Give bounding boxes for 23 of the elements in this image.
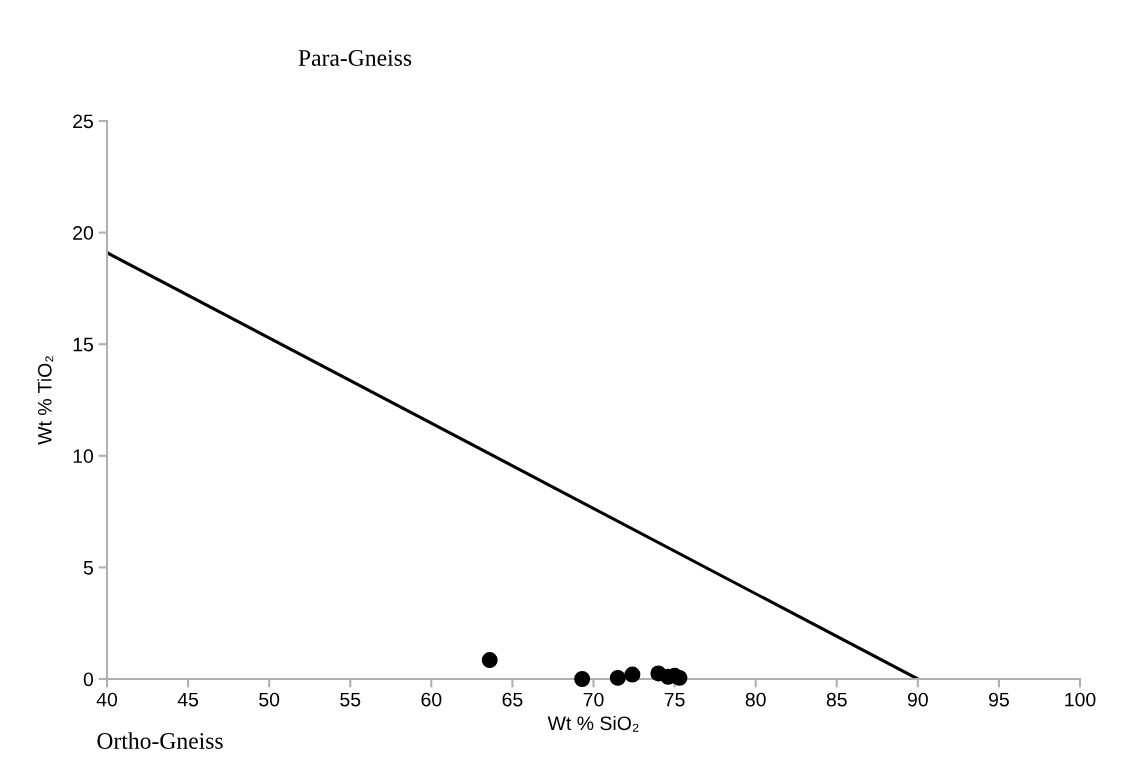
x-tick-label: 80 [745,692,766,707]
x-tick-label: 60 [421,692,442,707]
y-tick-label: 0 [83,672,94,687]
x-tick-label: 85 [826,692,847,707]
text: Para-Gneiss [298,50,412,66]
x-tick-label: 55 [340,692,361,707]
x-tick-label: 45 [177,692,199,707]
text: Ortho-Gneiss [97,732,223,749]
x-tick-label: 65 [502,692,523,707]
x-tick-label: 50 [259,692,280,707]
y-tick-label: 20 [73,226,94,240]
x-tick-label: 100 [1065,692,1096,707]
x-axis-title: Wt % SiO₂ [547,715,639,732]
y-tick-label: 5 [83,561,93,575]
y-tick-label: 15 [73,337,93,352]
x-tick-label: 95 [989,692,1009,707]
x-tick-label: 70 [583,692,604,707]
y-axis-title: Wt % TiO₂ [37,356,54,445]
y-tick-label: 10 [73,449,94,464]
x-tick-label: 40 [96,692,118,707]
x-tick-label: 90 [907,692,928,707]
x-tick-label: 75 [664,692,685,707]
y-tick-label: 25 [73,114,93,129]
